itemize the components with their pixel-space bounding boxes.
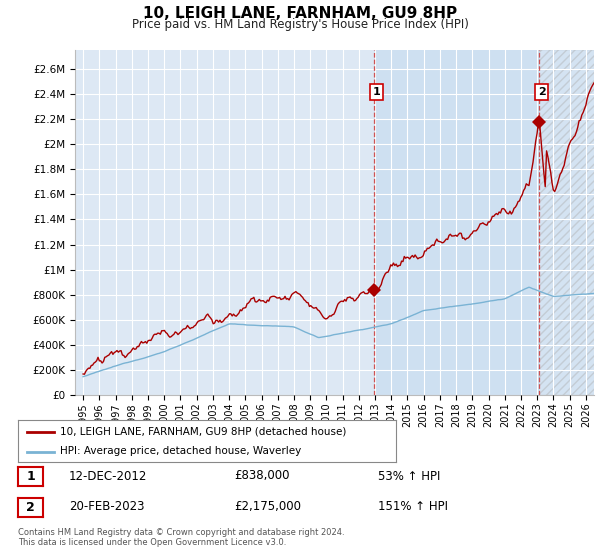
- Text: £838,000: £838,000: [234, 469, 290, 483]
- Text: This data is licensed under the Open Government Licence v3.0.: This data is licensed under the Open Gov…: [18, 538, 286, 547]
- Text: 53% ↑ HPI: 53% ↑ HPI: [378, 469, 440, 483]
- Text: HPI: Average price, detached house, Waverley: HPI: Average price, detached house, Wave…: [59, 446, 301, 456]
- Text: 1: 1: [373, 87, 381, 97]
- Text: Contains HM Land Registry data © Crown copyright and database right 2024.: Contains HM Land Registry data © Crown c…: [18, 528, 344, 537]
- Text: 2: 2: [26, 501, 35, 514]
- Text: 151% ↑ HPI: 151% ↑ HPI: [378, 500, 448, 514]
- Text: 20-FEB-2023: 20-FEB-2023: [69, 500, 145, 514]
- Bar: [374, 50, 539, 395]
- Text: 10, LEIGH LANE, FARNHAM, GU9 8HP: 10, LEIGH LANE, FARNHAM, GU9 8HP: [143, 6, 457, 21]
- Bar: [539, 50, 600, 395]
- Text: 2: 2: [538, 87, 545, 97]
- Text: 1: 1: [26, 470, 35, 483]
- Text: 10, LEIGH LANE, FARNHAM, GU9 8HP (detached house): 10, LEIGH LANE, FARNHAM, GU9 8HP (detach…: [59, 427, 346, 437]
- Text: £2,175,000: £2,175,000: [234, 500, 301, 514]
- Text: Price paid vs. HM Land Registry's House Price Index (HPI): Price paid vs. HM Land Registry's House …: [131, 18, 469, 31]
- Text: 12-DEC-2012: 12-DEC-2012: [69, 469, 148, 483]
